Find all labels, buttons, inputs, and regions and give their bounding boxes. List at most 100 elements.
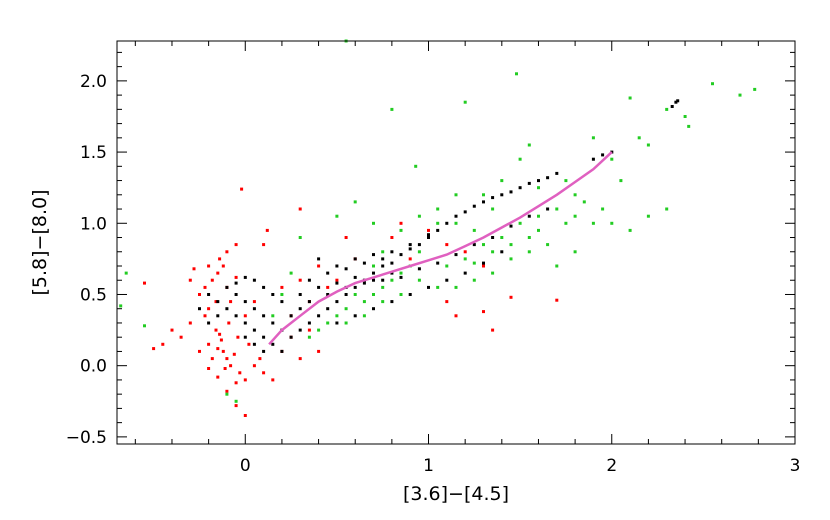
series-1-point-38 — [344, 307, 348, 311]
series-0-point-16 — [225, 357, 229, 361]
x-tick-label: 0 — [240, 456, 251, 476]
series-2-point-17 — [381, 264, 385, 268]
series-1-point-83 — [399, 228, 403, 232]
series-1-point-44 — [463, 257, 467, 261]
series-2-point-94 — [326, 271, 330, 275]
series-0-point-1 — [216, 271, 220, 275]
series-0-point-82 — [307, 328, 311, 332]
x-tick-label: 3 — [790, 456, 801, 476]
series-2-point-104 — [445, 278, 449, 282]
series-0-point-36 — [262, 371, 266, 375]
series-1-point-52 — [591, 221, 595, 225]
series-2-point-78 — [417, 267, 421, 271]
series-1-point-49 — [555, 207, 559, 211]
series-2-point-29 — [491, 196, 495, 200]
series-2-point-48 — [372, 278, 375, 282]
series-2-point-14 — [353, 285, 357, 289]
series-0-point-39 — [247, 342, 251, 346]
series-1-point-79 — [436, 207, 440, 211]
series-2-point-63 — [243, 335, 247, 339]
series-1-point-72 — [280, 293, 284, 296]
series-0-point-54 — [298, 357, 302, 361]
series-0-point-69 — [482, 310, 485, 314]
series-2-point-103 — [427, 285, 430, 289]
series-2-point-39 — [353, 257, 357, 261]
series-2-point-97 — [381, 257, 385, 261]
series-2-point-13 — [344, 293, 348, 296]
series-2-point-60 — [280, 349, 284, 353]
series-0-point-77 — [225, 250, 229, 254]
series-1-point-1 — [515, 72, 518, 76]
series-2-point-99 — [353, 314, 357, 318]
series-0-point-65 — [445, 243, 449, 247]
series-0-point-43 — [207, 367, 211, 370]
series-2-point-38 — [335, 264, 339, 268]
series-2-point-87 — [670, 105, 674, 108]
plot-frame — [116, 40, 796, 445]
series-2-point-25 — [454, 214, 458, 218]
series-0-point-55 — [271, 378, 275, 382]
series-2-point-8 — [298, 328, 302, 332]
series-2-point-72 — [307, 300, 311, 304]
series-2-point-10 — [317, 314, 321, 318]
series-2-point-80 — [454, 253, 458, 257]
series-2-point-28 — [482, 200, 485, 204]
series-2-point-93 — [307, 278, 311, 282]
series-1-point-36 — [362, 300, 366, 304]
series-2-point-75 — [362, 281, 366, 285]
series-1-point-27 — [454, 221, 458, 225]
series-2-point-77 — [399, 275, 403, 279]
series-1-point-84 — [381, 250, 385, 254]
series-1-point-47 — [518, 221, 522, 225]
series-2-point-88 — [676, 99, 680, 103]
series-1-point-41 — [317, 328, 321, 332]
series-2-point-66 — [216, 300, 220, 304]
series-0-point-79 — [280, 285, 284, 289]
series-2-point-86 — [674, 100, 678, 104]
series-1-point-58 — [491, 271, 495, 275]
series-0-point-58 — [265, 228, 269, 232]
series-2-point-42 — [408, 243, 412, 247]
series-1-point-66 — [344, 321, 348, 325]
series-1-point-56 — [527, 250, 531, 254]
series-0-point-22 — [223, 367, 227, 370]
series-1-point-91 — [472, 261, 476, 265]
series-2-point-12 — [335, 300, 339, 304]
series-1-point-70 — [298, 236, 302, 239]
series-1-point-60 — [454, 285, 458, 289]
series-0-point-8 — [214, 300, 218, 304]
series-2-point-89 — [601, 153, 605, 157]
series-1-point-23 — [610, 157, 614, 161]
y-tick-label: 1.5 — [80, 143, 107, 163]
series-1-point-71 — [289, 271, 293, 275]
series-2-point-83 — [509, 224, 513, 228]
series-1-point-9 — [687, 124, 691, 128]
series-2-point-91 — [591, 157, 595, 161]
series-0-point-32 — [170, 328, 174, 332]
series-1-point-3 — [390, 107, 394, 111]
fit-curve — [268, 151, 613, 346]
series-0-point-76 — [240, 187, 244, 191]
series-2-point-68 — [198, 307, 201, 311]
series-2-point-95 — [344, 267, 348, 271]
series-1-point-80 — [454, 193, 458, 197]
series-2-point-102 — [408, 293, 412, 296]
y-tick-label: 0.0 — [80, 357, 107, 377]
series-2-point-30 — [500, 193, 504, 197]
series-2-point-49 — [390, 271, 394, 275]
series-0-point-27 — [198, 349, 201, 353]
series-1-point-4 — [665, 107, 669, 111]
series-0-point-37 — [243, 378, 247, 382]
series-0-point-50 — [326, 285, 330, 289]
series-1-point-19 — [573, 193, 577, 197]
series-2-point-98 — [335, 321, 339, 325]
series-2-point-16 — [372, 271, 375, 275]
series-0-point-81 — [317, 349, 321, 353]
series-1-point-51 — [573, 214, 577, 218]
series-1-point-42 — [307, 335, 311, 339]
series-2-point-11 — [326, 307, 330, 311]
series-0-point-15 — [221, 349, 225, 353]
series-1-point-17 — [537, 186, 540, 190]
series-0-point-31 — [179, 335, 183, 339]
